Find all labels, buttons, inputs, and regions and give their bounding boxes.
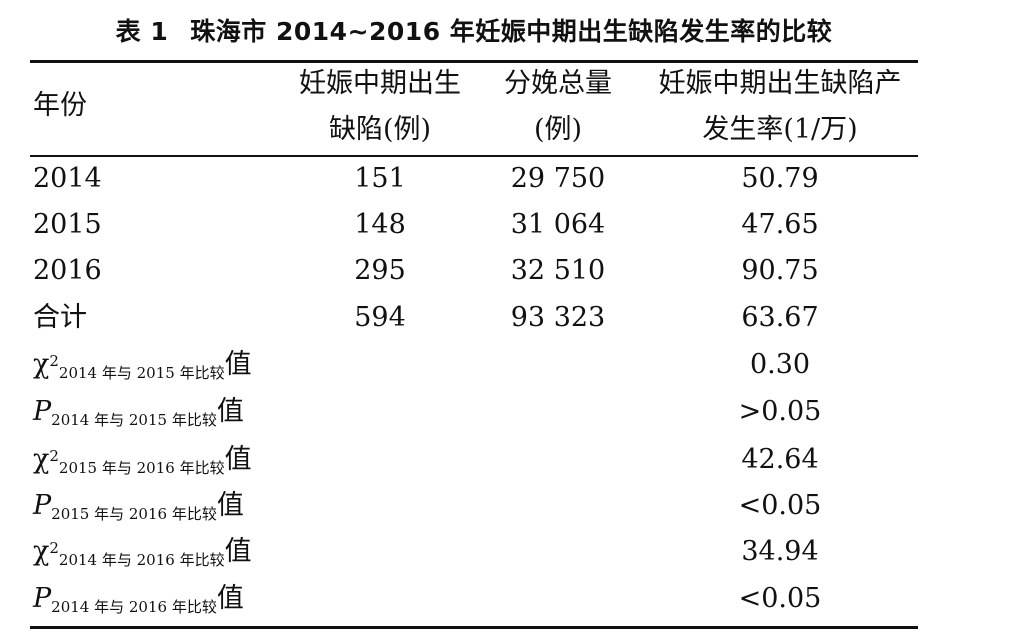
- cell-defects: 594: [354, 302, 406, 333]
- table-number: 表 1: [115, 17, 169, 46]
- stat-subscript: 2015 年与 2016 年比较: [51, 505, 217, 523]
- cell-rate: 47.65: [741, 209, 819, 240]
- header-defects-line1: 妊娠中期出生: [299, 68, 461, 99]
- stat-superscript: 2: [49, 352, 59, 370]
- stat-label: P2015 年与 2016 年比较值: [33, 486, 244, 534]
- stat-suffix: 值: [216, 396, 244, 427]
- table-caption: 珠海市 2014~2016 年妊娠中期出生缺陷发生率的比较: [190, 17, 833, 46]
- stat-value: 42.64: [741, 444, 819, 475]
- stat-label: χ22014 年与 2015 年比较值: [33, 345, 252, 393]
- top-rule: [30, 60, 918, 63]
- cell-rate: 90.75: [741, 255, 819, 286]
- stat-superscript: 2: [49, 447, 59, 465]
- cell-total: 31 064: [510, 209, 606, 240]
- stat-suffix: 值: [216, 490, 244, 521]
- stat-superscript: 2: [49, 539, 59, 557]
- stat-value: 0.30: [749, 349, 811, 380]
- cell-year: 2014: [33, 163, 102, 194]
- header-rule: [30, 155, 918, 157]
- stat-value: <0.05: [738, 490, 822, 521]
- cell-defects: 151: [354, 163, 406, 194]
- stat-symbol: P: [33, 396, 52, 427]
- header-defects-line2: 缺陷(例): [328, 114, 432, 145]
- stat-subscript: 2015 年与 2016 年比较: [58, 459, 225, 477]
- bottom-rule: [30, 626, 918, 629]
- header-year: 年份: [33, 90, 87, 121]
- header-rate-line1: 妊娠中期出生缺陷产: [658, 68, 902, 99]
- cell-year: 2016: [33, 255, 102, 286]
- stat-subscript: 2014 年与 2015 年比较: [58, 364, 225, 382]
- header-rate-line2: 发生率(1/万): [702, 114, 858, 145]
- stat-symbol: χ: [33, 349, 50, 380]
- stat-suffix: 值: [224, 444, 252, 475]
- cell-total: 32 510: [510, 255, 606, 286]
- stat-symbol: χ: [33, 536, 50, 567]
- stat-value: <0.05: [738, 583, 822, 614]
- stat-symbol: χ: [33, 444, 50, 475]
- cell-total: 29 750: [510, 163, 606, 194]
- cell-year: 2015: [33, 209, 102, 240]
- header-total-line1: 分娩总量: [504, 68, 612, 99]
- stat-label: P2014 年与 2016 年比较值: [33, 579, 244, 627]
- stat-subscript: 2014 年与 2016 年比较: [51, 598, 217, 616]
- stat-suffix: 值: [216, 583, 244, 614]
- stat-suffix: 值: [224, 536, 252, 567]
- header-total-line2: (例): [533, 114, 583, 145]
- stat-value: 34.94: [741, 536, 819, 567]
- cell-rate: 50.79: [741, 163, 819, 194]
- cell-defects: 295: [354, 255, 406, 286]
- stat-suffix: 值: [224, 349, 252, 380]
- cell-total: 93 323: [510, 302, 606, 333]
- cell-defects: 148: [354, 209, 406, 240]
- stat-subscript: 2014 年与 2016 年比较: [58, 551, 225, 569]
- stat-label: χ22015 年与 2016 年比较值: [33, 440, 252, 488]
- stat-label: P2014 年与 2015 年比较值: [33, 392, 244, 440]
- stat-label: χ22014 年与 2016 年比较值: [33, 532, 252, 580]
- stat-value: >0.05: [738, 396, 822, 427]
- stat-symbol: P: [33, 583, 52, 614]
- cell-rate: 63.67: [741, 302, 819, 333]
- cell-year: 合计: [33, 302, 87, 333]
- stat-symbol: P: [33, 490, 52, 521]
- table-title: 表 1 珠海市 2014~2016 年妊娠中期出生缺陷发生率的比较: [30, 12, 918, 48]
- stat-subscript: 2014 年与 2015 年比较: [51, 411, 217, 429]
